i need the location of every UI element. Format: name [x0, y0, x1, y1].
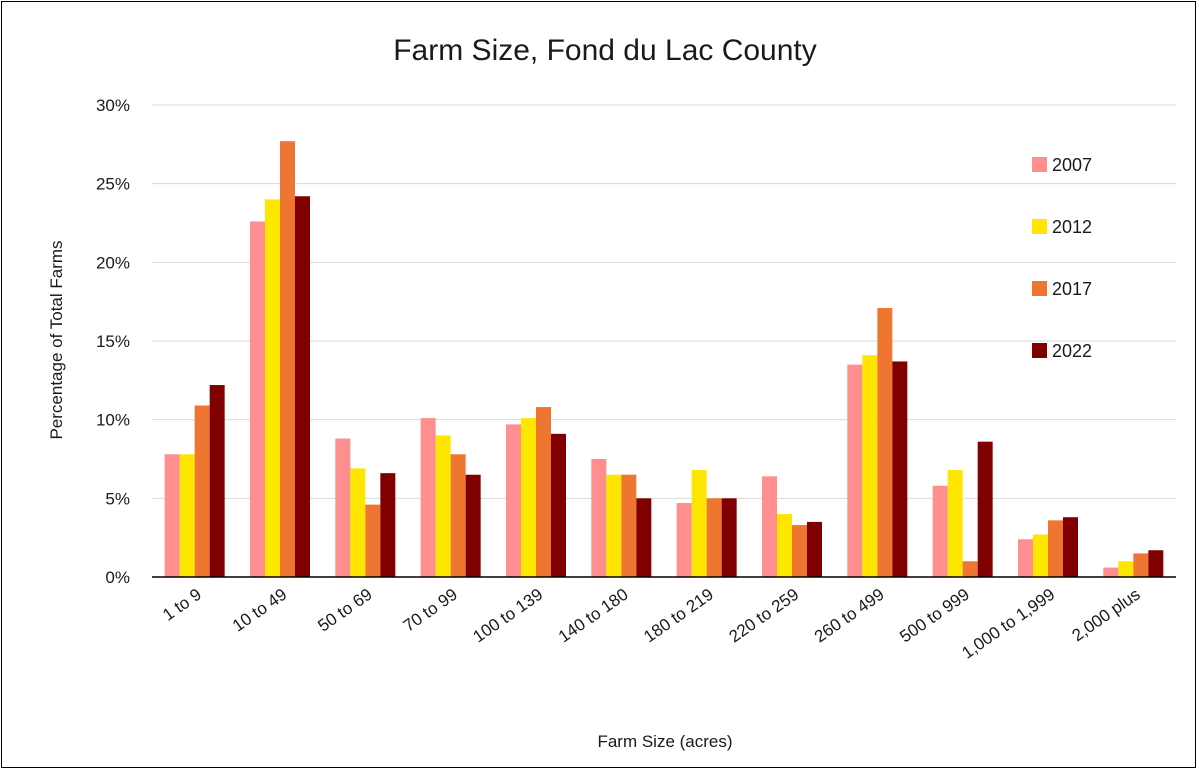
bar-2007: [676, 503, 692, 577]
bar-2022: [807, 521, 822, 577]
legend-swatch-2007: [1032, 157, 1047, 172]
bar-2012: [606, 474, 622, 577]
bar-2012: [777, 514, 792, 577]
bar-2017: [877, 307, 893, 577]
bar-2017: [1048, 520, 1063, 577]
y-tick-label: 15%: [96, 332, 130, 351]
y-tick-label: 30%: [96, 96, 130, 115]
bar-2017: [792, 525, 807, 577]
legend: 2007 2012 2017 2022: [1032, 155, 1092, 361]
x-tick-label: 50 to 69: [314, 585, 375, 636]
x-tick-label: 2,000 plus: [1068, 585, 1143, 646]
bar-2007: [506, 424, 521, 577]
y-tick-label: 5%: [105, 489, 130, 508]
x-tick-label: 10 to 49: [229, 585, 290, 636]
bar-2022: [465, 474, 481, 577]
y-axis-ticks: 0% 5% 10% 15% 20% 25% 30%: [96, 96, 130, 587]
bar-2007: [932, 485, 948, 577]
bar-2022: [1148, 550, 1164, 577]
x-tick-label: 500 to 999: [896, 585, 973, 647]
bar-2012: [1118, 561, 1134, 577]
legend-label-2007: 2007: [1052, 155, 1092, 175]
bar-2017: [706, 498, 722, 577]
bar-2007: [420, 418, 436, 577]
bar-2022: [295, 196, 310, 577]
x-tick-label: 70 to 99: [400, 585, 461, 636]
x-tick-label: 1,000 to 1,999: [958, 585, 1058, 663]
bar-2017: [365, 504, 381, 577]
bar-2017: [536, 407, 551, 577]
bar-2022: [892, 361, 908, 577]
x-axis-ticks: 1 to 9 10 to 49 50 to 69 70 to 99 100 to 139…: [159, 585, 1143, 663]
bar-2007: [1103, 567, 1119, 577]
bar-2022: [380, 473, 396, 577]
legend-swatch-2017: [1032, 281, 1047, 296]
bar-2022: [977, 441, 993, 577]
bar-2007: [250, 221, 265, 577]
bar-2022: [721, 498, 737, 577]
bar-2017: [962, 561, 978, 577]
x-tick-label: 260 to 499: [811, 585, 888, 647]
legend-swatch-2022: [1032, 343, 1047, 358]
y-tick-label: 10%: [96, 411, 130, 430]
chart-title: Farm Size, Fond du Lac County: [393, 34, 817, 67]
x-tick-label: 140 to 180: [555, 585, 632, 647]
bar-2022: [1063, 517, 1078, 577]
x-tick-label: 220 to 259: [726, 585, 803, 647]
bars: [164, 141, 1164, 578]
bar-2012: [435, 435, 451, 577]
bar-2022: [209, 385, 225, 577]
bar-2007: [847, 364, 863, 577]
gridlines: [152, 104, 1176, 499]
bar-2012: [350, 468, 366, 577]
x-tick-label: 100 to 139: [470, 585, 547, 647]
y-axis-title: Percentage of Total Farms: [47, 240, 66, 439]
legend-label-2012: 2012: [1052, 217, 1092, 237]
y-tick-label: 25%: [96, 175, 130, 194]
legend-label-2017: 2017: [1052, 279, 1092, 299]
bar-2012: [521, 418, 536, 577]
bar-2012: [1033, 534, 1048, 577]
bar-2007: [164, 454, 180, 577]
bar-2017: [194, 405, 210, 577]
bar-2017: [621, 474, 637, 577]
y-tick-label: 0%: [105, 568, 130, 587]
y-tick-label: 20%: [96, 253, 130, 272]
bar-2012: [179, 454, 195, 577]
bar-2017: [1133, 553, 1149, 577]
bar-2022: [636, 498, 652, 577]
x-tick-label: 1 to 9: [159, 585, 205, 625]
legend-swatch-2012: [1032, 219, 1047, 234]
bar-2017: [280, 141, 295, 578]
bar-2007: [591, 459, 607, 577]
bar-2022: [551, 433, 566, 577]
bar-2012: [947, 470, 963, 577]
bar-2007: [762, 476, 777, 577]
x-axis-title: Farm Size (acres): [597, 732, 732, 751]
bar-2012: [862, 355, 878, 577]
bar-2017: [450, 454, 466, 577]
bar-2007: [1018, 539, 1033, 577]
bar-2007: [335, 438, 351, 577]
x-tick-label: 180 to 219: [640, 585, 717, 647]
bar-2012: [265, 199, 280, 577]
bar-2012: [691, 470, 707, 577]
legend-label-2022: 2022: [1052, 341, 1092, 361]
